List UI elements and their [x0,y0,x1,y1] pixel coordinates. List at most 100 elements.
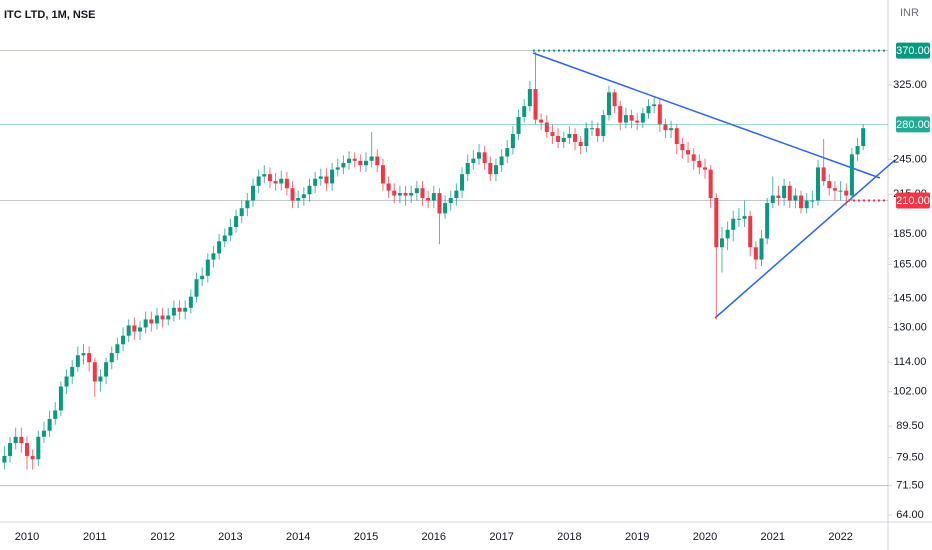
candle-body [753,247,758,260]
candle-body [516,116,521,135]
candle-body [380,165,385,184]
candle-body [364,160,368,166]
candle-body [556,135,561,142]
candle-body [539,119,544,123]
candle-body [674,128,679,145]
candle-body [375,156,380,166]
candle-body [115,344,120,354]
candle-body [149,319,154,324]
candle-body [793,195,798,201]
y-tick-label: 114.00 [894,356,927,368]
candle-body [431,193,436,201]
candle-body [64,376,69,387]
candle-body [13,436,18,444]
candle-body [533,89,538,120]
x-tick-label: 2012 [150,531,174,543]
candle-body [81,353,86,356]
x-tick-label: 2019 [625,531,649,543]
candle-body [75,355,80,367]
trendline [532,52,881,179]
candle-body [8,443,13,456]
price-tag-label: 210.00 [896,195,930,207]
candle-body [109,353,114,363]
candle-body [386,183,391,191]
candle-body [827,181,832,189]
x-tick-label: 2020 [693,531,717,543]
candle-body [132,325,137,332]
candle-body [578,141,583,147]
candle-body [330,169,335,184]
chart-title: ITC LTD, 1M, NSE [4,9,95,21]
candle-body [584,128,589,147]
candle-body [669,128,674,131]
x-tick-label: 2017 [489,531,513,543]
candle-body [499,156,504,166]
candle-body [87,353,92,363]
candle-body [731,218,736,230]
candle-body [403,193,408,196]
candle-body [849,154,854,196]
candle-body [844,190,849,196]
candle-body [341,162,346,168]
price-tag-label: 280.00 [896,119,930,131]
candle-body [493,165,498,175]
candle-body [821,167,826,182]
candle-body [691,154,696,161]
candle-body [623,115,628,123]
candle-body [697,160,702,168]
candle-body [725,229,730,239]
candle-body [194,279,199,297]
candle-body [804,200,809,209]
candle-body [443,203,448,214]
x-tick-label: 2010 [15,531,39,543]
candle-body [522,106,527,117]
candle-body [527,89,532,107]
candle-body [748,216,753,248]
candle-body [663,124,668,131]
candle-body [816,167,820,201]
y-tick-label: 165.00 [893,258,927,270]
candle-body [703,167,707,170]
candle-body [166,315,171,320]
x-tick-label: 2011 [83,531,107,543]
x-tick-label: 2022 [828,531,852,543]
candle-body [799,195,804,209]
candle-body [465,162,470,175]
candle-body [426,198,431,201]
candle-body [714,198,719,248]
candle-body [787,185,792,201]
candle-body [618,106,623,123]
candle-body [838,190,843,192]
candle-body [482,152,487,163]
candle-body [19,436,24,444]
candle-body [358,160,363,166]
candle-body [92,362,97,382]
candle-body [397,193,402,196]
y-tick-label: 102.00 [893,386,927,398]
candle-body [301,194,306,199]
candle-body [284,178,289,189]
candle-body [736,218,741,220]
candle-body [640,113,645,123]
candle-body [30,455,35,460]
candle-body [646,106,651,114]
y-tick-label: 79.50 [896,452,924,464]
price-tag-label: 370.00 [896,45,930,57]
candle-body [313,178,318,186]
candle-body [352,158,357,161]
candle-body [211,253,216,260]
price-tag [896,116,930,133]
candle-body [567,134,572,138]
candle-body [590,128,594,130]
candle-body [601,115,606,136]
candle-body [392,190,397,196]
candle-body [279,178,284,184]
candle-body [448,198,453,204]
candle-body [454,190,459,199]
candle-body [612,92,617,107]
price-tag [896,42,930,59]
currency-label: INR [900,7,919,19]
candle-body [183,307,188,312]
candle-body [832,188,837,191]
